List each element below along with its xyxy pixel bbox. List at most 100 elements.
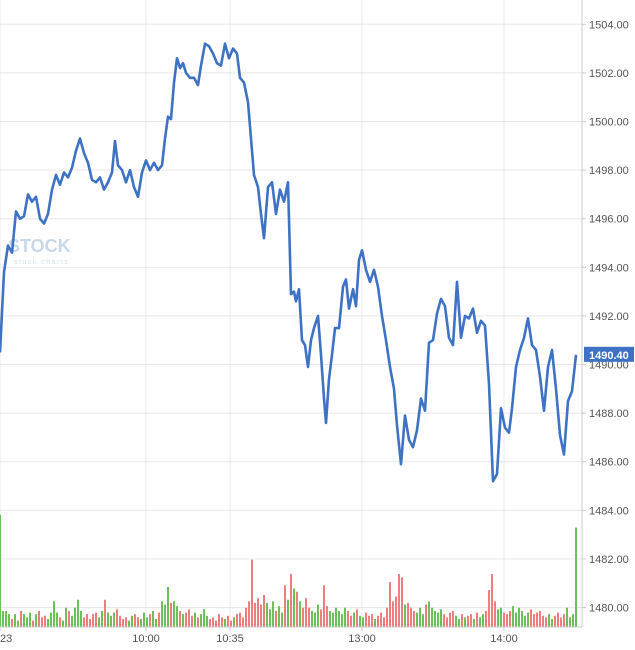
volume-bar <box>494 601 496 627</box>
volume-bar <box>524 615 526 627</box>
volume-bar <box>206 615 208 627</box>
volume-bar <box>68 610 70 627</box>
volume-bar <box>272 601 274 627</box>
volume-bar <box>212 617 214 627</box>
volume-bar <box>326 606 328 627</box>
volume-bar <box>110 615 112 627</box>
volume-bar <box>392 601 394 627</box>
volume-bar <box>347 610 349 627</box>
volume-bar <box>455 615 457 627</box>
volume-bar <box>20 610 22 627</box>
volume-bar <box>188 609 190 627</box>
volume-bar <box>383 617 385 627</box>
volume-bar <box>32 620 34 627</box>
price-series <box>0 42 578 483</box>
x-tick-label: 14:00 <box>490 633 518 645</box>
volume-bar <box>350 615 352 627</box>
volume-bar <box>452 610 454 627</box>
volume-bar <box>449 612 451 627</box>
volume-bar <box>59 617 61 627</box>
volume-bar <box>539 610 541 627</box>
volume-bar <box>443 614 445 627</box>
volume-bars <box>0 514 577 627</box>
volume-bar <box>185 612 187 627</box>
volume-bar <box>209 618 211 627</box>
volume-bar <box>503 612 505 627</box>
volume-bar <box>551 618 553 627</box>
volume-bar <box>302 607 304 627</box>
watermark-text: STOCK <box>8 236 71 256</box>
volume-bar <box>533 614 535 627</box>
volume-bar <box>491 574 493 627</box>
y-tick-label: 1482.00 <box>589 554 629 566</box>
volume-bar <box>137 617 139 627</box>
volume-bar <box>434 610 436 627</box>
y-tick-label: 1498.00 <box>589 165 629 177</box>
volume-bar <box>548 614 550 627</box>
volume-bar <box>446 617 448 627</box>
volume-bar <box>0 514 1 627</box>
volume-bar <box>152 610 154 627</box>
volume-bar <box>500 607 502 627</box>
volume-bar <box>560 617 562 627</box>
volume-bar <box>239 612 241 627</box>
volume-bar <box>476 612 478 627</box>
volume-bar <box>14 614 16 627</box>
volume-bar <box>458 618 460 627</box>
x-tick-label: 10:00 <box>132 633 160 645</box>
y-tick-label: 1490.00 <box>589 360 629 372</box>
volume-bar <box>140 618 142 627</box>
volume-bar <box>65 607 67 627</box>
volume-bar <box>56 612 58 627</box>
volume-bar <box>515 612 517 627</box>
volume-bar <box>176 606 178 627</box>
volume-bar <box>479 617 481 627</box>
volume-bar <box>164 604 166 627</box>
volume-bar <box>335 607 337 627</box>
volume-bar <box>26 617 28 627</box>
volume-bar <box>314 612 316 627</box>
volume-bar <box>203 609 205 627</box>
volume-bar <box>149 614 151 627</box>
volume-bar <box>416 612 418 627</box>
volume-bar <box>329 610 331 627</box>
volume-bar <box>50 612 52 627</box>
volume-bar <box>146 617 148 627</box>
volume-bar <box>572 614 574 627</box>
volume-bar <box>248 601 250 627</box>
volume-bar <box>11 618 13 627</box>
volume-bar <box>344 607 346 627</box>
volume-bar <box>254 602 256 627</box>
last-price-label: 1490.40 <box>589 350 629 362</box>
volume-bar <box>437 612 439 627</box>
volume-bar <box>359 615 361 627</box>
volume-bar <box>236 614 238 627</box>
volume-bar <box>311 610 313 627</box>
y-tick-label: 1494.00 <box>589 262 629 274</box>
volume-bar <box>200 614 202 627</box>
volume-bar <box>131 615 133 627</box>
volume-bar <box>569 617 571 627</box>
volume-bar <box>197 617 199 627</box>
volume-bar <box>317 604 319 627</box>
volume-bar <box>518 607 520 627</box>
last-price-tag-bg <box>584 346 634 362</box>
volume-bar <box>182 614 184 627</box>
x-tick-label: 13:00 <box>348 633 376 645</box>
volume-bar <box>89 618 91 627</box>
volume-bar <box>224 618 226 627</box>
volume-bar <box>395 596 397 627</box>
gridlines <box>0 0 582 627</box>
volume-bar <box>2 610 4 627</box>
volume-bar <box>332 612 334 627</box>
volume-bar <box>542 615 544 627</box>
y-tick-label: 1484.00 <box>589 505 629 517</box>
watermark-subtext: stock.charts <box>14 259 69 266</box>
volume-bar <box>266 602 268 627</box>
volume-bar <box>83 617 85 627</box>
volume-bar <box>425 604 427 627</box>
x-tick-label: 23 <box>0 633 12 645</box>
volume-bar <box>284 585 286 627</box>
volume-bar <box>173 601 175 627</box>
